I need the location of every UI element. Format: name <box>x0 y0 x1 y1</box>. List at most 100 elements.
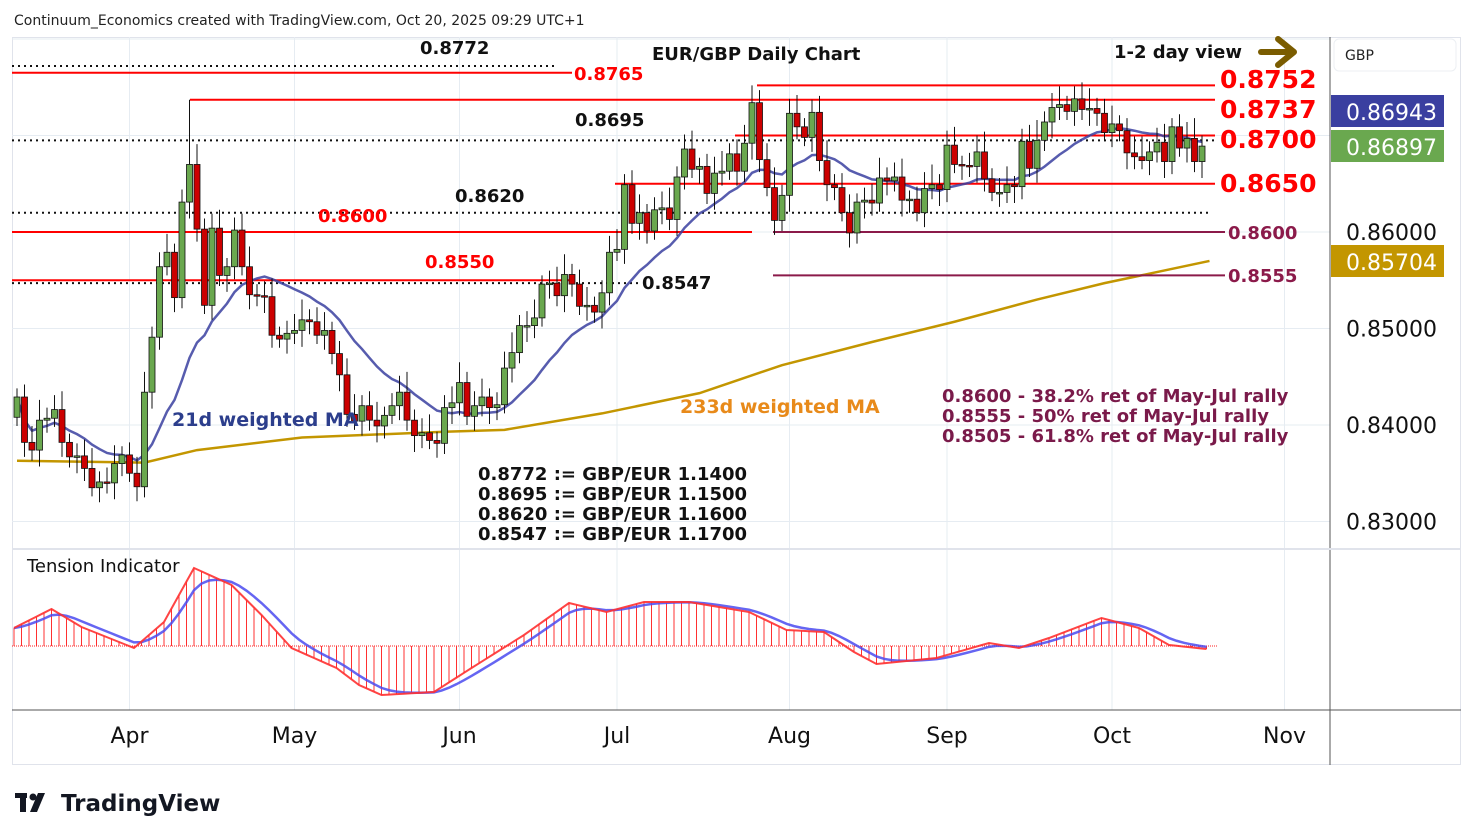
candles <box>13 82 1206 503</box>
candle <box>898 176 906 201</box>
candle <box>433 440 441 444</box>
candle <box>186 164 193 203</box>
candle <box>1093 108 1101 114</box>
candle <box>253 294 261 297</box>
candle <box>831 184 838 189</box>
candle <box>261 295 268 298</box>
conversion-note: 0.8547 := GBP/EUR 1.1700 <box>478 524 747 545</box>
candle <box>156 266 163 338</box>
candle <box>471 405 478 417</box>
time-tick-label: Jun <box>440 724 476 749</box>
time-tick-label: Apr <box>110 724 149 749</box>
candle <box>591 304 598 313</box>
candle <box>396 391 403 407</box>
candle <box>651 209 658 232</box>
candle <box>741 142 748 172</box>
candle <box>763 159 771 189</box>
candle <box>1123 130 1131 154</box>
candle <box>861 199 868 203</box>
level-label: 0.8550 <box>425 252 494 273</box>
candle <box>1116 123 1123 132</box>
candle <box>103 481 111 484</box>
tension-label: Tension Indicator <box>26 556 180 577</box>
conversion-notes: 0.8772 := GBP/EUR 1.1400 0.8695 := GBP/E… <box>478 464 747 545</box>
candle <box>96 481 103 489</box>
candle <box>853 201 861 234</box>
candle <box>231 229 238 268</box>
tension-line <box>13 566 1207 697</box>
candle <box>936 184 943 190</box>
candle <box>546 282 553 286</box>
candle <box>846 212 853 234</box>
candle <box>771 187 778 221</box>
price-badge <box>1331 130 1444 162</box>
candle <box>81 455 88 469</box>
view-note: 1-2 day view <box>1114 42 1242 63</box>
candle <box>838 187 846 214</box>
price-badge <box>1331 245 1444 277</box>
price-axis[interactable]: 0.86000 0.85000 0.84000 0.83000 0.86943 0.868… <box>1331 95 1444 536</box>
candle <box>538 283 546 319</box>
level-label: 0.8547 <box>642 273 711 294</box>
level-label: 0.8650 <box>1220 169 1316 198</box>
candle <box>696 165 703 170</box>
candle <box>486 396 493 409</box>
candle <box>388 405 396 416</box>
candle <box>666 207 673 220</box>
ma21-line <box>15 126 1203 462</box>
candle <box>808 111 816 138</box>
level-label: 0.8765 <box>574 64 643 85</box>
candle <box>583 304 591 308</box>
time-tick-label: May <box>272 724 317 749</box>
time-tick-label: Oct <box>1093 724 1131 749</box>
attribution-text: Continuum_Economics created with Trading… <box>14 13 585 29</box>
candle <box>621 184 628 250</box>
candle <box>613 248 621 253</box>
conversion-note: 0.8772 := GBP/EUR 1.1400 <box>478 464 747 485</box>
candle <box>291 330 298 334</box>
candle <box>178 201 186 299</box>
candle <box>726 153 733 172</box>
tradingview-logo[interactable]: TradingView <box>15 791 220 817</box>
tension-signal-line <box>13 578 1207 694</box>
candle <box>1018 140 1026 188</box>
level-label: 0.8700 <box>1220 125 1316 154</box>
candle <box>561 274 568 297</box>
candle <box>508 352 516 369</box>
candle <box>913 198 921 214</box>
chart-title: EUR/GBP Daily Chart <box>652 44 861 65</box>
candle <box>793 112 801 128</box>
arrow-right-icon <box>1258 36 1297 68</box>
candle <box>208 227 216 306</box>
candle <box>658 207 666 211</box>
candle <box>283 332 291 340</box>
retracement-note: 0.8600 - 38.2% ret of May-Jul rally <box>942 386 1289 407</box>
ma21-label: 21d weighted MA <box>172 409 359 431</box>
currency-button[interactable]: GBP <box>1333 38 1457 72</box>
candle <box>1071 98 1078 112</box>
candle <box>868 199 876 204</box>
candle <box>88 468 96 489</box>
candle <box>411 419 418 437</box>
time-tick-label: Nov <box>1263 724 1306 749</box>
candle <box>876 177 883 204</box>
candle <box>1153 141 1161 153</box>
time-tick-label: Aug <box>768 724 811 749</box>
candle <box>21 396 28 443</box>
candle <box>501 367 508 406</box>
candle <box>1168 126 1176 162</box>
time-axis[interactable]: Apr May Jun Jul Aug Sep Oct Nov <box>110 724 1306 749</box>
candle <box>351 413 358 422</box>
candle <box>1041 121 1048 141</box>
candle <box>306 319 313 323</box>
candle <box>223 266 231 276</box>
candle <box>336 353 343 376</box>
ma233-label: 233d weighted MA <box>680 396 880 418</box>
candle <box>1078 98 1086 110</box>
candle <box>1086 108 1093 111</box>
chart-frame <box>12 37 1461 765</box>
candle <box>321 330 328 336</box>
candle <box>1101 112 1108 134</box>
candle <box>576 283 583 307</box>
